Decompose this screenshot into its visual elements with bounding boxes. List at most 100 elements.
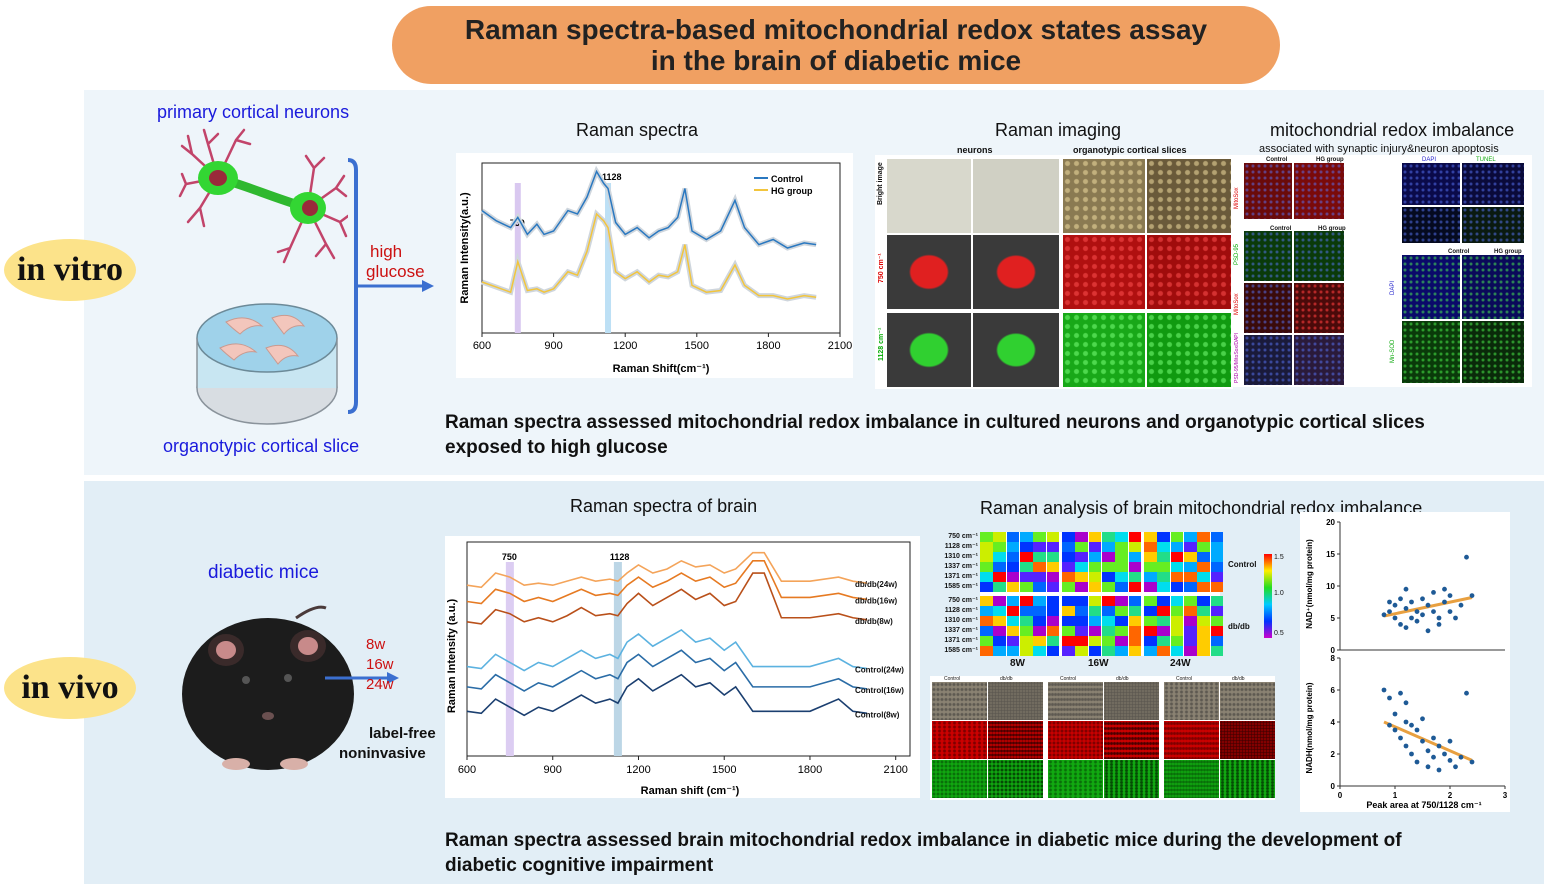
chart1-band-0 [480,165,817,251]
heatmap-tile [1184,582,1197,592]
heatmap-tile [980,552,993,562]
brain-image-sublabel: Control [1060,676,1077,682]
chart1-peak-label-750: 750 [510,218,525,228]
brain-image-sublabel: db/db [1000,676,1013,682]
heatmap-tile [1075,542,1089,552]
method-label-2: noninvasive [339,745,426,762]
scatter1-point-2 [1392,602,1398,608]
heatmap-tile [1210,626,1224,636]
heatmap-tile [1046,572,1060,582]
heatmap-tile [1210,582,1224,592]
scatter1-ytick-label-10: 10 [1326,582,1335,591]
heatmap-tile [1184,552,1197,562]
in-vitro-bracket-arrow [347,158,434,414]
fl-dapi-label: DAPI [1422,157,1437,163]
heatmap-tile [1006,636,1020,646]
scatter1-point-1 [1387,609,1392,614]
imaging-col-slices: organotypic cortical slices [1073,145,1187,155]
heatmap-tile [1157,542,1171,552]
heatmap-tile [1144,636,1157,646]
fluorescence-cell-14 [1402,321,1460,383]
heatmap-tile [1020,562,1033,572]
scatter1-point-22 [1447,593,1453,598]
scatter2-point-7 [1403,743,1409,749]
imaging-row-750: 750 cm⁻¹ [878,253,885,283]
heatmap-tile [1006,626,1020,636]
heatmap-tile [1197,636,1211,646]
scatter2-fit-line [1383,720,1473,762]
chart1-tick-label-900: 900 [544,340,562,352]
brain-image-cell [1048,682,1103,720]
heatmap-tile [1115,596,1129,606]
heatmap-tile [1210,596,1224,606]
chart1-legend: Control HG group [754,174,813,196]
heatmap-tile [1088,616,1102,626]
heatmap-tile [993,606,1007,616]
heatmap-tile [1157,552,1171,562]
heatmap-tile [1144,646,1157,656]
fl-control-label: Control [1266,157,1288,163]
scatter2-point-25 [1464,690,1469,696]
scatter2-point-21 [1447,758,1453,763]
heatmap-tile [1184,616,1197,626]
scatter1-point-18 [1436,615,1442,621]
scatter2-point-16 [1431,735,1436,741]
heatmap-tile [1157,636,1171,646]
imaging-col-neurons: neurons [957,145,993,155]
heatmap-tile [1062,616,1075,626]
heatmap-tile [1062,582,1075,592]
heatmap-tile [1020,596,1033,606]
legend-control: Control [771,174,803,184]
heatmap-tile [1170,532,1184,542]
fluorescence-cell-13 [1462,255,1524,319]
fl-control-label-2: Control [1270,226,1292,232]
scatter1-point-19 [1436,622,1442,627]
brain-image-cell [1164,760,1219,798]
scatter2-point-26 [1469,759,1475,765]
in-vivo-caption-2: diabetic cognitive impairment [445,855,714,876]
heatmap-tile [1033,562,1047,572]
heatmap-tile [1210,646,1224,656]
chart1-series-0 [481,169,817,249]
scatter1-point-11 [1414,618,1420,624]
heatmap-tile [1062,532,1075,542]
scatter2-xtick-label-3: 3 [1503,791,1508,800]
heatmap-tile [1006,646,1020,656]
chart2-tick-label-1800: 1800 [798,764,822,776]
heatmap-tile [1170,572,1184,582]
scatter1-ylabel: NAD⁺(nmol/mg protein) [1305,539,1314,629]
scatter2-point-15 [1425,764,1431,770]
brain-spectra-chart: 750 1128 600 900 1200 1500 1800 2100 db/db(24w… [445,536,920,798]
heatmap-tile [1157,532,1171,542]
fl-hg-label-2: HG group [1318,226,1346,232]
heatmap-tile [1062,572,1075,582]
scatter2-point-28 [1403,700,1409,706]
chart2-tick-label-900: 900 [544,764,562,776]
heatmap-tile [1020,636,1033,646]
imaging-title: Raman imaging [995,120,1122,140]
heatmap-tile [1046,636,1060,646]
chart1-tick-label-1500: 1500 [685,340,709,352]
heatmap-row-label: 750 cm⁻¹ [948,533,978,540]
heatmap-tile [1210,532,1224,542]
heatmap-tile [1033,646,1047,656]
heatmap-tile [1210,616,1224,626]
heatmap-row-label: 1310 cm⁻¹ [944,553,978,560]
scatter2-ylabel: NADH(nmol/mg protein) [1305,682,1314,773]
scatter2-xtick-label-2: 2 [1448,791,1453,800]
treatment-label-1: high [370,242,403,261]
heatmap-tile [980,582,993,592]
scatter1-point-27 [1403,586,1409,592]
imaging-cell-r1-c0 [887,235,971,309]
fluorescence-cell-12 [1402,255,1460,319]
fl-control-label-3: Control [1448,249,1470,255]
neuron-illustration [178,128,348,264]
heatmap-tile [1062,552,1075,562]
chart2-frame [466,541,911,757]
age-24w: 24w [366,676,394,693]
chart1-tick-label-1800: 1800 [756,340,780,352]
scatter2-point-8 [1409,722,1414,728]
brain-image-cell [1104,721,1159,759]
heatmap-tile [1170,596,1184,606]
heatmap-tile [1102,596,1115,606]
